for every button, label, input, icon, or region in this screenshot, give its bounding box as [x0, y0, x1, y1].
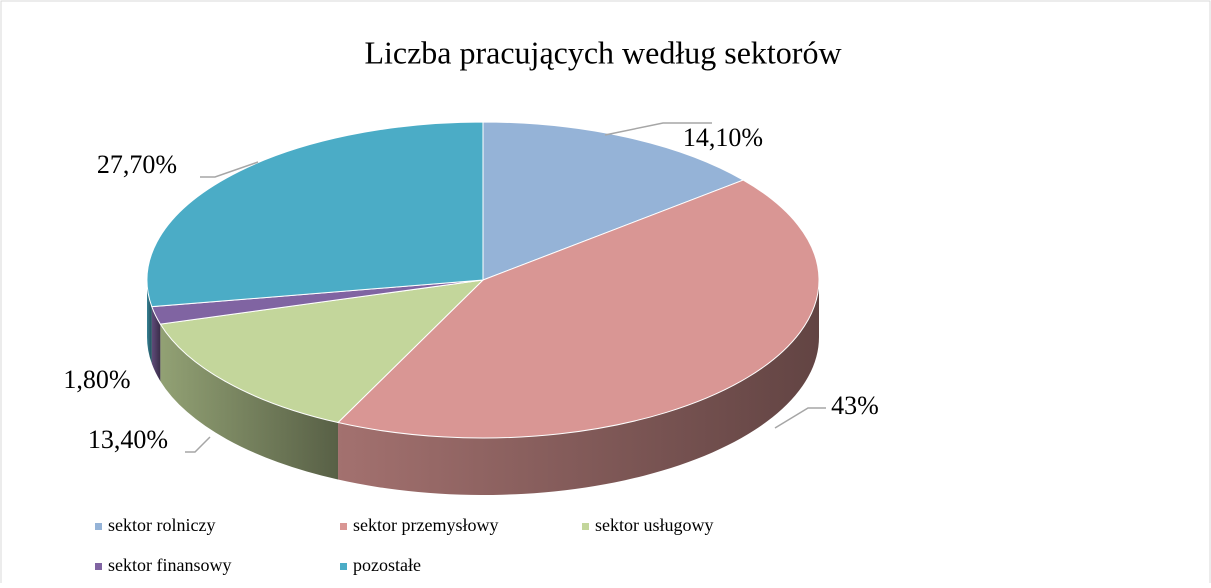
- pie-side: [338, 280, 819, 495]
- data-label: 1,80%: [63, 365, 130, 394]
- legend-label: sektor rolniczy: [108, 515, 215, 535]
- data-label: 43%: [831, 391, 879, 420]
- pie-slice: [337, 179, 820, 439]
- leader-line: [200, 161, 259, 178]
- legend-label: sektor finansowy: [108, 555, 231, 575]
- pie-side: [147, 280, 152, 364]
- leader-line: [604, 122, 712, 136]
- data-label: 27,70%: [97, 150, 177, 179]
- legend-label: pozostałe: [353, 555, 421, 575]
- leader-line: [185, 436, 211, 453]
- legend-label: sektor przemysłowy: [353, 515, 498, 535]
- legend-marker: [340, 523, 347, 530]
- leader-line: [774, 407, 826, 429]
- legend-marker: [95, 523, 102, 530]
- legend-label: sektor usługowy: [595, 515, 714, 535]
- pie-side: [151, 306, 161, 382]
- legend-marker: [95, 563, 102, 570]
- pie-side: [160, 324, 339, 480]
- chart-title: Liczba pracujących według sektorów: [364, 34, 841, 70]
- pie-slice: [482, 121, 745, 281]
- legend-marker: [340, 563, 347, 570]
- legend-marker: [582, 523, 589, 530]
- pie-slice: [159, 279, 485, 424]
- data-label: 13,40%: [88, 425, 168, 454]
- pie-slice: [146, 121, 484, 308]
- data-label: 14,10%: [683, 123, 763, 152]
